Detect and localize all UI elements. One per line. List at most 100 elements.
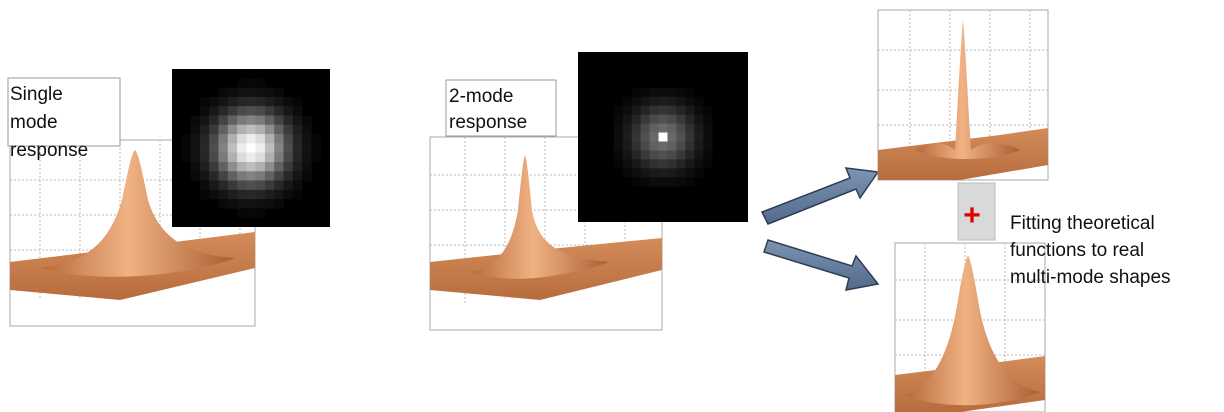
pixel — [640, 87, 650, 98]
pixel — [667, 132, 677, 142]
pixel — [237, 87, 247, 98]
pixel — [237, 115, 247, 126]
pixel — [676, 96, 686, 106]
pixel — [264, 96, 275, 107]
pixel — [227, 143, 238, 153]
pixel — [622, 123, 632, 133]
pixel — [640, 123, 650, 133]
pixel — [190, 115, 201, 126]
pixel — [658, 159, 668, 169]
pixel — [218, 115, 229, 126]
pixel — [264, 199, 275, 209]
pixel — [292, 106, 303, 116]
pixel — [631, 87, 641, 98]
pixel — [264, 134, 275, 144]
pixel — [274, 180, 284, 191]
pixel — [227, 134, 238, 144]
pixel — [311, 152, 322, 163]
pixel — [685, 132, 695, 142]
pixel — [667, 150, 677, 160]
pixel — [246, 134, 256, 144]
surface-plot: 2-mode response — [429, 52, 748, 331]
pixel — [694, 141, 704, 151]
pixel — [613, 159, 624, 169]
pixel — [209, 106, 219, 116]
pixel — [613, 150, 624, 160]
pixel — [218, 134, 229, 144]
pixel — [292, 96, 303, 107]
pixel — [190, 171, 201, 181]
pixel — [703, 132, 713, 142]
pixel — [246, 115, 256, 126]
pixel — [622, 150, 632, 160]
pixel — [227, 189, 238, 200]
pixel — [255, 161, 266, 172]
pixel — [613, 114, 624, 124]
pixel — [246, 199, 256, 209]
pixel — [246, 161, 256, 172]
pixel — [703, 123, 713, 133]
pixel — [631, 105, 641, 115]
pixel — [264, 87, 275, 98]
pixel — [667, 87, 677, 98]
pixel — [631, 132, 641, 142]
pixel — [649, 150, 659, 160]
pixel — [685, 96, 695, 106]
pixel — [703, 141, 713, 151]
pixel — [703, 105, 713, 115]
pixel — [190, 143, 201, 153]
pixel — [264, 115, 275, 126]
pixel — [703, 114, 713, 124]
pixel — [622, 141, 632, 151]
caption: multi-mode shapes — [1010, 267, 1171, 288]
pixel — [694, 150, 704, 160]
pixel — [255, 87, 266, 98]
pixel — [685, 141, 695, 151]
pixel — [311, 134, 322, 144]
pixel — [685, 177, 695, 187]
pixel — [274, 96, 284, 107]
pixel — [640, 132, 650, 142]
pixel — [631, 96, 641, 106]
pixel — [190, 134, 201, 144]
pixel — [694, 105, 704, 115]
pixel — [622, 159, 632, 169]
pixel — [218, 152, 229, 163]
pixel — [237, 96, 247, 107]
pixel — [302, 161, 312, 172]
pixel — [667, 105, 677, 115]
pixel — [227, 124, 238, 135]
pixel — [255, 115, 266, 126]
pixel — [658, 87, 668, 98]
pixel — [227, 115, 238, 126]
pixel — [667, 96, 677, 106]
surface-peak — [915, 20, 1020, 159]
pixel — [237, 199, 247, 209]
pixel — [658, 123, 668, 133]
pixel — [227, 199, 238, 209]
pixel — [237, 152, 247, 163]
pixel — [667, 177, 677, 187]
pixel — [209, 96, 219, 107]
pixel — [246, 96, 256, 107]
pixel — [209, 189, 219, 200]
pixel — [613, 105, 624, 115]
pixel — [199, 134, 210, 144]
panel-label: response — [449, 112, 527, 133]
pixel — [274, 87, 284, 98]
pixel — [218, 199, 229, 209]
pixel — [649, 114, 659, 124]
pixel — [685, 150, 695, 160]
pixel — [658, 177, 668, 187]
pixel — [613, 132, 624, 142]
pixel — [209, 134, 219, 144]
pixel — [237, 180, 247, 191]
pixel — [649, 168, 659, 178]
pixel — [283, 161, 294, 172]
pixel — [283, 189, 294, 200]
pixel — [694, 159, 704, 169]
arrow — [760, 167, 880, 225]
pixel — [292, 134, 303, 144]
pixel — [676, 150, 686, 160]
pixel — [227, 171, 238, 181]
